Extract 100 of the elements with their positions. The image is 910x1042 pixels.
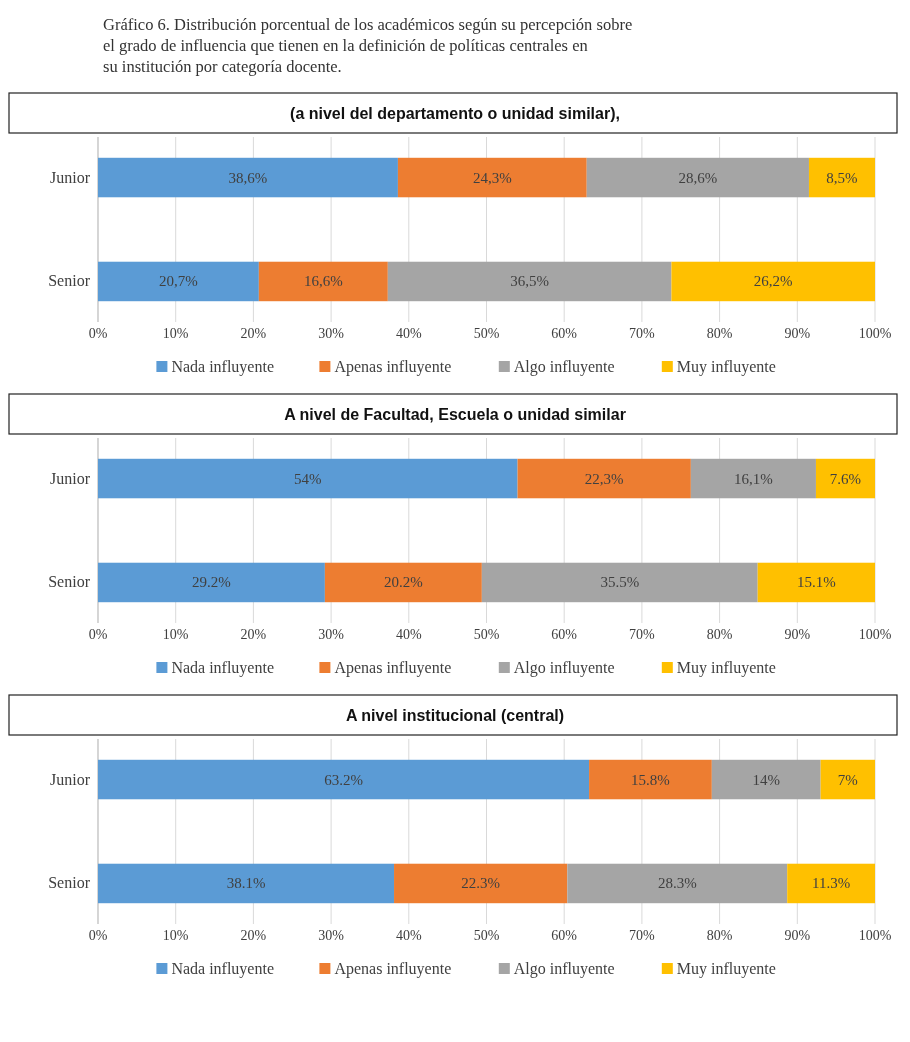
data-label: 54% bbox=[294, 470, 322, 487]
x-tick-label: 70% bbox=[629, 326, 656, 341]
bar bbox=[711, 759, 821, 800]
bar bbox=[815, 458, 875, 499]
bar bbox=[589, 759, 712, 800]
x-tick-label: 0% bbox=[88, 627, 108, 642]
data-label: 38.1% bbox=[226, 875, 266, 892]
data-label: 28.3% bbox=[657, 875, 697, 892]
data-label: 11.3% bbox=[812, 875, 851, 892]
x-tick-label: 30% bbox=[318, 326, 345, 341]
y-tick-label: Senior bbox=[48, 573, 91, 591]
bar bbox=[757, 562, 875, 603]
y-tick-label: Senior bbox=[48, 272, 91, 290]
x-tick-label: 80% bbox=[706, 627, 733, 642]
bar bbox=[517, 458, 691, 499]
x-tick-label: 30% bbox=[318, 928, 345, 943]
bar bbox=[481, 562, 758, 603]
data-label: 7% bbox=[837, 771, 858, 788]
bar bbox=[258, 261, 388, 302]
x-tick-label: 90% bbox=[784, 627, 811, 642]
x-tick-label: 50% bbox=[473, 326, 500, 341]
data-label: 14% bbox=[752, 771, 780, 788]
x-tick-label: 0% bbox=[88, 928, 108, 943]
chart-title: A nivel de Facultad, Escuela o unidad similar bbox=[284, 406, 626, 423]
x-tick-label: 70% bbox=[629, 928, 656, 943]
y-tick-label: Senior bbox=[48, 874, 91, 892]
bar bbox=[690, 458, 816, 499]
x-tick-label: 10% bbox=[162, 627, 189, 642]
x-tick-label: 100% bbox=[858, 928, 892, 943]
y-tick-label: Junior bbox=[50, 168, 91, 186]
bar bbox=[820, 759, 875, 800]
y-tick-label: Junior bbox=[50, 770, 91, 788]
data-label: 24,3% bbox=[472, 169, 512, 186]
x-tick-label: 0% bbox=[88, 326, 108, 341]
legend-label: Muy influyente bbox=[676, 358, 776, 376]
data-label: 16,6% bbox=[303, 273, 343, 290]
legend-label: Apenas influyente bbox=[334, 358, 452, 376]
legend-label: Nada influyente bbox=[171, 960, 275, 978]
legend-label: Algo influyente bbox=[513, 960, 615, 978]
chart-title: A nivel institucional (central) bbox=[345, 707, 565, 724]
bar bbox=[586, 157, 809, 198]
legend-label: Nada influyente bbox=[171, 659, 275, 677]
x-tick-label: 80% bbox=[706, 326, 733, 341]
bar bbox=[394, 863, 568, 904]
legend-label: Algo influyente bbox=[513, 358, 615, 376]
x-tick-label: 20% bbox=[240, 627, 267, 642]
x-tick-label: 60% bbox=[551, 627, 578, 642]
bar bbox=[98, 458, 518, 499]
bar bbox=[397, 157, 587, 198]
legend-label: Algo influyente bbox=[513, 659, 615, 677]
chart-title: Gráfico 6. Distribución porcentual de los académicos según su percepción sobre el grado de influencia que tienen en la definición de políticas centrales en su institución por categoría docente. bbox=[103, 15, 633, 76]
data-label: 15.8% bbox=[631, 771, 670, 788]
chart-subtitle: (a nivel del departamento o unidad similar), bbox=[290, 105, 620, 122]
y-tick-label: Junior bbox=[50, 469, 91, 487]
data-label: 15.1% bbox=[796, 574, 836, 591]
data-label: 20.2% bbox=[383, 574, 423, 591]
bar bbox=[324, 562, 482, 603]
bar bbox=[98, 157, 398, 198]
bar bbox=[98, 562, 325, 603]
data-label: 63.2% bbox=[324, 771, 363, 788]
x-tick-label: 60% bbox=[551, 928, 578, 943]
bar bbox=[787, 863, 875, 904]
x-tick-label: 100% bbox=[858, 627, 892, 642]
legend-label: Nada influyente bbox=[171, 358, 275, 376]
data-label: 29.2% bbox=[192, 574, 231, 591]
x-tick-label: 100% bbox=[858, 326, 892, 341]
legend-label: Apenas influyente bbox=[334, 960, 452, 978]
bar bbox=[98, 863, 395, 904]
x-tick-label: 60% bbox=[551, 326, 578, 341]
x-tick-label: 20% bbox=[240, 326, 267, 341]
legend-label: Apenas influyente bbox=[334, 659, 452, 677]
x-tick-label: 10% bbox=[162, 326, 189, 341]
data-label: 16,1% bbox=[734, 470, 773, 487]
data-label: 38,6% bbox=[228, 169, 268, 186]
x-tick-label: 90% bbox=[784, 326, 811, 341]
x-tick-label: 50% bbox=[473, 627, 500, 642]
x-tick-label: 50% bbox=[473, 928, 500, 943]
data-label: 7.6% bbox=[829, 470, 862, 487]
data-label: 36,5% bbox=[510, 273, 549, 290]
bar bbox=[671, 261, 875, 302]
bar bbox=[98, 759, 590, 800]
x-tick-label: 40% bbox=[395, 627, 422, 642]
bar bbox=[98, 261, 259, 302]
bar bbox=[567, 863, 788, 904]
x-tick-label: 40% bbox=[395, 928, 422, 943]
x-tick-label: 10% bbox=[162, 928, 189, 943]
data-label: 35.5% bbox=[600, 574, 640, 591]
x-tick-label: 20% bbox=[240, 928, 267, 943]
legend-label: Muy influyente bbox=[676, 659, 776, 677]
data-label: 8,5% bbox=[826, 169, 858, 186]
data-label: 22.3% bbox=[461, 875, 501, 892]
data-label: 28,6% bbox=[678, 169, 718, 186]
legend-label: Muy influyente bbox=[676, 960, 776, 978]
bar bbox=[808, 157, 875, 198]
x-tick-label: 30% bbox=[318, 627, 345, 642]
x-tick-label: 90% bbox=[784, 928, 811, 943]
x-tick-label: 40% bbox=[395, 326, 422, 341]
x-tick-label: 80% bbox=[706, 928, 733, 943]
x-tick-label: 70% bbox=[629, 627, 656, 642]
bar bbox=[387, 261, 672, 302]
